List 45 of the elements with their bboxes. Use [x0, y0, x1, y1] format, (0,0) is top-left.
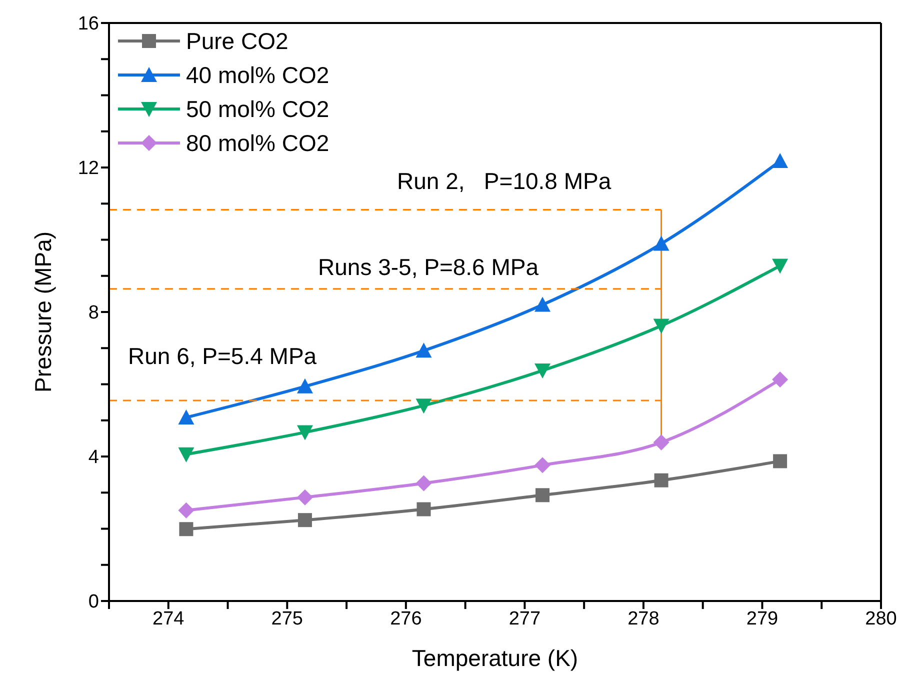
y-tick-label: 8 — [88, 302, 99, 324]
point — [416, 398, 432, 414]
point — [296, 489, 313, 506]
y-tick-label: 0 — [88, 592, 99, 613]
x-tick-label: 274 — [152, 608, 185, 630]
point — [178, 409, 194, 424]
point — [653, 318, 670, 334]
point — [296, 378, 313, 394]
point — [772, 153, 788, 168]
point — [416, 502, 431, 516]
legend-label: Pure CO2 — [186, 28, 288, 54]
y-tick-label: 12 — [78, 158, 99, 180]
x-tick-label: 278 — [628, 608, 660, 630]
x-tick-label: 276 — [390, 608, 422, 630]
x-tick-label: 277 — [508, 608, 541, 630]
y-tick-label: 16 — [78, 14, 99, 35]
legend-label: 50 mol% CO2 — [186, 96, 330, 122]
ref-line-label: Run 6, P=5.4 MPa — [128, 343, 317, 369]
x-tick-label: 280 — [865, 608, 897, 630]
ref-line-label: Run 2, P=10.8 MPa — [397, 168, 612, 194]
point — [178, 447, 194, 462]
point — [296, 425, 313, 440]
point — [534, 364, 551, 379]
point — [416, 475, 432, 492]
point — [653, 434, 670, 450]
point — [773, 454, 788, 468]
point — [653, 236, 670, 251]
point — [416, 342, 432, 358]
y-axis-title: Pressure (MPa) — [30, 231, 56, 393]
x-axis-title: Temperature (K) — [412, 645, 578, 671]
point — [534, 457, 551, 474]
legend-label: 40 mol% CO2 — [186, 62, 330, 88]
point — [179, 522, 194, 536]
x-tick-label: 275 — [271, 608, 304, 630]
point — [654, 473, 668, 488]
point — [178, 502, 194, 518]
ref-line-label: Runs 3-5, P=8.6 MPa — [318, 254, 539, 280]
legend-label: 80 mol% CO2 — [186, 130, 330, 156]
point — [298, 513, 312, 528]
point — [772, 258, 788, 274]
point — [772, 372, 788, 388]
point — [534, 296, 551, 312]
x-tick-label: 279 — [746, 608, 778, 630]
point — [536, 488, 550, 502]
y-tick-label: 4 — [88, 447, 100, 468]
